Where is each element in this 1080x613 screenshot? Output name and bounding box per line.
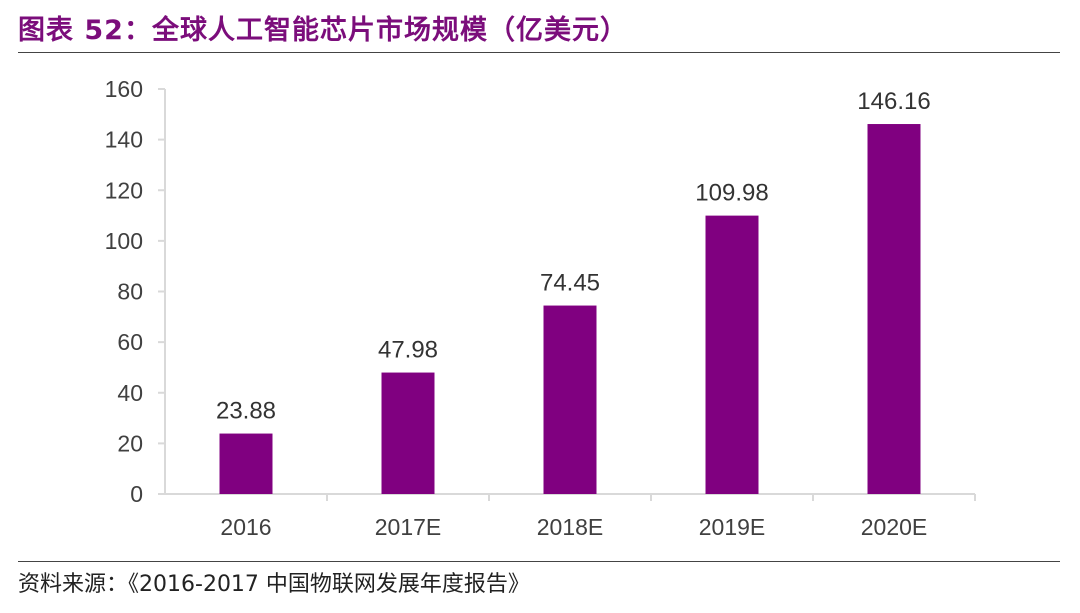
y-tick-label: 120 <box>105 177 143 203</box>
x-tick-label: 2020E <box>861 514 928 540</box>
source-text: 《2016-2017 中国物联网发展年度报告》 <box>128 572 530 597</box>
y-tick-label: 40 <box>117 380 143 406</box>
x-tick-label: 2017E <box>375 514 442 540</box>
y-tick-label: 160 <box>105 76 143 102</box>
x-tick-label: 2016 <box>220 514 271 540</box>
bar <box>219 433 273 494</box>
data-label: 74.45 <box>540 270 600 297</box>
bar <box>705 215 759 494</box>
data-label: 109.98 <box>695 180 768 207</box>
y-tick-label: 60 <box>117 329 143 355</box>
source-label: 资料来源： <box>18 572 129 597</box>
y-tick-label: 140 <box>105 127 143 153</box>
bar-chart: 0 20 40 60 80 100 120 140 160 23.88 2016 47.98 2017E… <box>105 76 976 540</box>
data-label: 47.98 <box>378 337 438 364</box>
y-tick-label: 20 <box>117 430 143 456</box>
source-divider <box>18 561 1060 562</box>
bar <box>381 372 435 494</box>
x-tick-label: 2018E <box>537 514 604 540</box>
x-tick-label: 2019E <box>699 514 766 540</box>
bar <box>543 305 597 494</box>
data-label: 146.16 <box>857 88 930 115</box>
title-divider <box>18 52 1060 53</box>
y-tick-label: 0 <box>130 481 143 507</box>
chart-title: 图表 52：全球人工智能芯片市场规模（亿美元） <box>18 15 628 46</box>
data-label: 23.88 <box>216 398 276 425</box>
y-tick-label: 100 <box>105 228 143 254</box>
bar <box>867 124 921 494</box>
source-note: 资料来源：《2016-2017 中国物联网发展年度报告》 <box>18 566 530 598</box>
y-tick-label: 80 <box>117 279 143 305</box>
